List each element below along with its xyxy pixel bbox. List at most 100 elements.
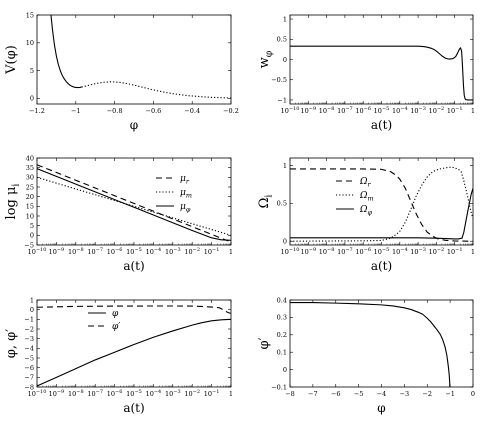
x-tick-label: 10−10 xyxy=(28,247,47,256)
y-tick-label: 40 xyxy=(26,154,34,162)
x-tick-label: 10−8 xyxy=(319,247,335,256)
x-tick-label: −7 xyxy=(308,390,318,398)
legend-label: Ωr xyxy=(359,177,371,188)
y-tick-label: −5 xyxy=(24,354,34,362)
x-tick-label: 10−10 xyxy=(28,389,47,398)
x-tick-label: 10−1 xyxy=(204,247,220,256)
x-axis-label: φ xyxy=(377,401,385,415)
legend-label: Ωφ xyxy=(359,205,372,216)
y-tick-label: −2 xyxy=(24,325,34,333)
y-tick-label: −4 xyxy=(24,345,34,353)
x-axis-label: a(t) xyxy=(371,259,392,273)
x-tick-label: −5 xyxy=(354,390,364,398)
y-tick-label: 20 xyxy=(26,193,34,201)
legend-label: φ xyxy=(112,309,119,319)
panel-log_mu: 10−10 10−9 10−8 10−7 10−6 10−5 10−4 10−3 10−2 10−… xyxy=(4,154,233,273)
x-tick-label: 10−3 xyxy=(165,389,181,398)
series-line-0 xyxy=(290,45,473,101)
x-tick-label: 10−2 xyxy=(429,106,445,115)
y-tick-label: −8 xyxy=(24,383,34,391)
axes-frame xyxy=(289,299,474,388)
x-tick-label: 10−4 xyxy=(392,106,408,115)
y-tick-label: −1 xyxy=(24,316,34,324)
x-tick-label: 10−5 xyxy=(374,106,390,115)
x-tick-label: 10−4 xyxy=(146,247,162,256)
y-tick-label: 0 xyxy=(283,366,287,374)
legend-label: Ωm xyxy=(359,191,374,202)
panel-phi_evolution: 10−10 10−9 10−8 10−7 10−6 10−5 10−4 10−3 10−2 10−… xyxy=(4,296,233,415)
y-tick-label: 15 xyxy=(26,11,34,19)
y-axis-label: φ′ xyxy=(257,337,272,349)
y-tick-label: 5 xyxy=(30,67,34,75)
x-tick-label: 10−9 xyxy=(300,106,316,115)
x-tick-label: −0.4 xyxy=(184,107,200,115)
axes-frame xyxy=(36,14,232,105)
y-axis-label: log μi xyxy=(4,184,21,220)
y-tick-label: 15 xyxy=(26,203,34,211)
x-tick-label: 10−2 xyxy=(184,247,200,256)
x-tick-label: 10−6 xyxy=(107,247,123,256)
x-tick-label: 10−6 xyxy=(355,247,371,256)
series-line-m xyxy=(37,176,231,236)
legend-label: μr xyxy=(180,174,190,185)
y-tick-label: −0.1 xyxy=(271,383,287,391)
y-tick-label: 1 xyxy=(283,162,287,170)
y-tick-label: 30 xyxy=(26,174,34,182)
y-tick-label: 1 xyxy=(283,15,287,23)
y-tick-label: 0 xyxy=(30,95,34,103)
y-tick-label: 0 xyxy=(30,232,34,240)
x-tick-label: −8 xyxy=(285,390,295,398)
x-tick-label: 10−1 xyxy=(447,247,463,256)
x-axis-label: φ xyxy=(130,118,138,132)
series-line-r xyxy=(290,168,473,242)
x-axis-label: a(t) xyxy=(123,259,144,273)
x-tick-label: −1 xyxy=(71,107,81,115)
x-tick-label: 0 xyxy=(471,390,475,398)
y-tick-label: −7 xyxy=(24,374,34,382)
series-line-2 xyxy=(290,188,473,240)
series-line-1 xyxy=(37,305,231,315)
panel-potential: −1.2 −1 −0.8 −0.6 −0.4 −0.2 0 5 10 15 φ V(φ) xyxy=(4,11,239,132)
y-tick-label: 0.1 xyxy=(277,349,287,357)
y-tick-label: 1 xyxy=(30,296,34,304)
x-tick-label: 10−7 xyxy=(87,247,103,256)
axes-frame xyxy=(36,157,232,246)
x-tick-label: 10−10 xyxy=(281,247,300,256)
x-tick-label: 10−4 xyxy=(146,389,162,398)
x-tick-label: −0.2 xyxy=(223,107,239,115)
y-tick-label: 0.5 xyxy=(277,200,287,208)
series-line-2 xyxy=(37,168,231,241)
x-tick-label: 10−2 xyxy=(184,389,200,398)
x-tick-label: 10−3 xyxy=(410,106,426,115)
x-tick-label: 10−3 xyxy=(165,247,181,256)
x-tick-label: 10−7 xyxy=(87,389,103,398)
y-tick-label: 0 xyxy=(283,238,287,246)
series-line-0 xyxy=(37,318,231,387)
y-axis-label: wφ xyxy=(257,50,274,68)
y-tick-label: −5 xyxy=(24,241,34,249)
x-tick-label: −0.6 xyxy=(146,107,162,115)
x-tick-label: −4 xyxy=(377,390,387,398)
y-tick-label: 0 xyxy=(30,306,34,314)
y-axis-label: φ, φ′ xyxy=(4,329,19,358)
x-tick-label: 10−6 xyxy=(355,106,371,115)
series-line-0 xyxy=(290,302,451,387)
axes-frame xyxy=(289,14,474,105)
legend-label: φ′ xyxy=(112,322,120,332)
series-line-1 xyxy=(81,81,231,99)
x-tick-label: 10−8 xyxy=(68,247,84,256)
y-tick-label: 25 xyxy=(26,183,34,191)
y-tick-label: 10 xyxy=(26,39,34,47)
x-axis-label: a(t) xyxy=(123,401,144,415)
y-tick-label: −0.5 xyxy=(271,76,287,84)
axes-frame xyxy=(36,299,232,388)
y-tick-label: −3 xyxy=(24,335,34,343)
x-tick-label: 10−5 xyxy=(126,389,142,398)
y-tick-label: 0.3 xyxy=(277,314,287,322)
x-tick-label: −3 xyxy=(400,390,410,398)
x-tick-label: 10−3 xyxy=(410,247,426,256)
x-tick-label: −0.8 xyxy=(107,107,123,115)
panel-omega: 10−10 10−9 10−8 10−7 10−6 10−5 10−4 10−3 10−2 10−… xyxy=(257,157,475,273)
